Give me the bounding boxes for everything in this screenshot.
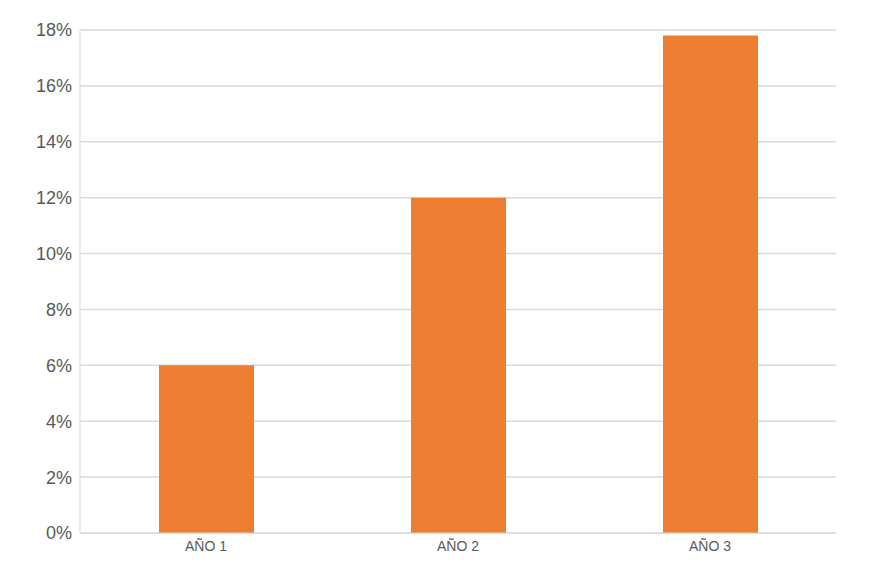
svg-text:10%: 10% (36, 244, 72, 264)
svg-text:0%: 0% (46, 523, 72, 543)
svg-text:8%: 8% (46, 300, 72, 320)
svg-text:2%: 2% (46, 468, 72, 488)
svg-text:12%: 12% (36, 188, 72, 208)
svg-text:AÑO 3: AÑO 3 (689, 538, 731, 554)
svg-text:AÑO 1: AÑO 1 (185, 538, 227, 554)
svg-text:6%: 6% (46, 356, 72, 376)
svg-text:4%: 4% (46, 412, 72, 432)
svg-text:18%: 18% (36, 20, 72, 40)
svg-text:14%: 14% (36, 132, 72, 152)
svg-text:16%: 16% (36, 76, 72, 96)
svg-text:AÑO 2: AÑO 2 (437, 538, 479, 554)
